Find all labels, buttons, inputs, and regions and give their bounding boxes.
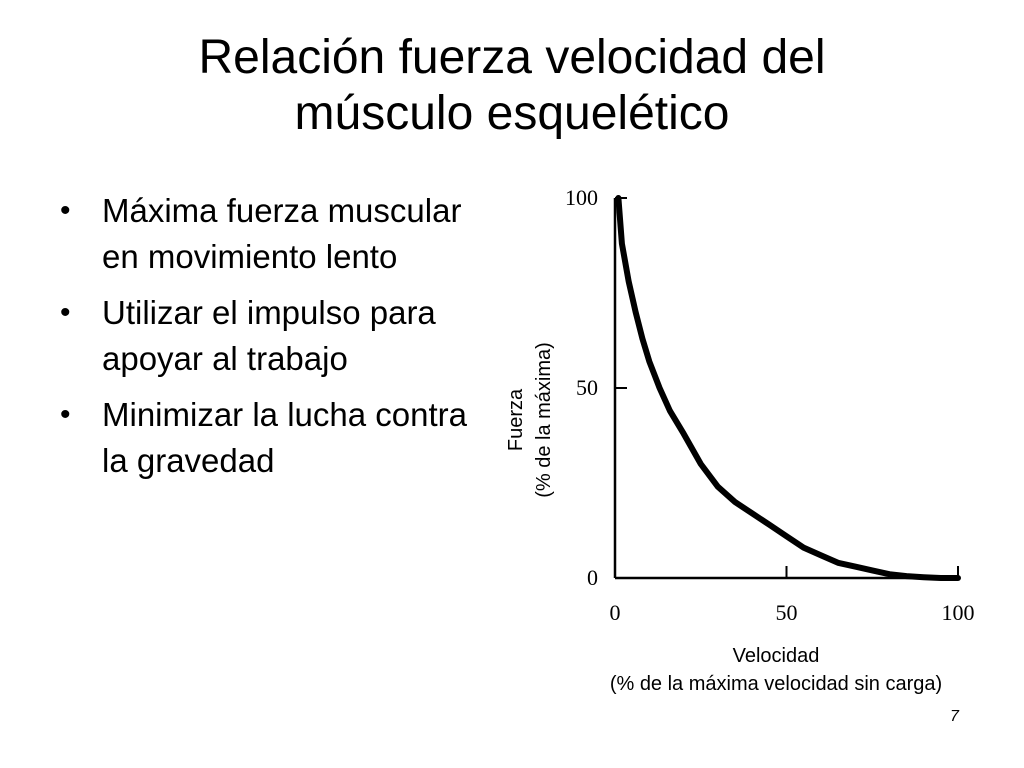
slide-title-line-1: Relación fuerza velocidad del: [198, 31, 826, 84]
bullet-text: Utilizar el impulso para apoyar al traba…: [102, 294, 436, 377]
x-tick-label: 0: [610, 600, 621, 625]
x-tick-label: 100: [942, 600, 975, 625]
y-tick-label: 0: [587, 565, 598, 590]
y-tick-label: 50: [576, 375, 598, 400]
chart-plot-area: 100 50 00 50 100 Velocidad (% de la máxima vel…: [505, 185, 975, 695]
bullet-list: • Máxima fuerza muscular en movimiento l…: [60, 188, 470, 494]
bullet-item: • Utilizar el impulso para apoyar al tra…: [60, 290, 470, 382]
bullet-glyph: •: [60, 194, 71, 227]
bullet-glyph: •: [60, 296, 71, 329]
bullet-item: • Máxima fuerza muscular en movimiento l…: [60, 188, 470, 280]
bullet-item: • Minimizar la lucha contra la gravedad: [60, 392, 470, 484]
y-tick-label: 100: [565, 185, 598, 210]
slide-title-line-2: músculo esquelético: [294, 87, 730, 140]
y-axis-sublabel: (% de la máxima): [533, 342, 555, 498]
slide-title: Relación fuerza velocidad del músculo es…: [40, 30, 984, 142]
page-number: 7: [950, 708, 959, 725]
x-axis-label: Velocidad: [733, 645, 820, 667]
y-axis-label: Fuerza: [505, 388, 527, 451]
bullet-text: Minimizar la lucha contra la gravedad: [102, 396, 467, 479]
x-axis-sublabel: (% de la máxima velocidad sin carga): [610, 673, 942, 695]
force-velocity-curve: [615, 195, 961, 581]
x-tick-label: 50: [776, 600, 798, 625]
bullet-text: Máxima fuerza muscular en movimiento len…: [102, 192, 462, 275]
bullet-glyph: •: [60, 398, 71, 431]
